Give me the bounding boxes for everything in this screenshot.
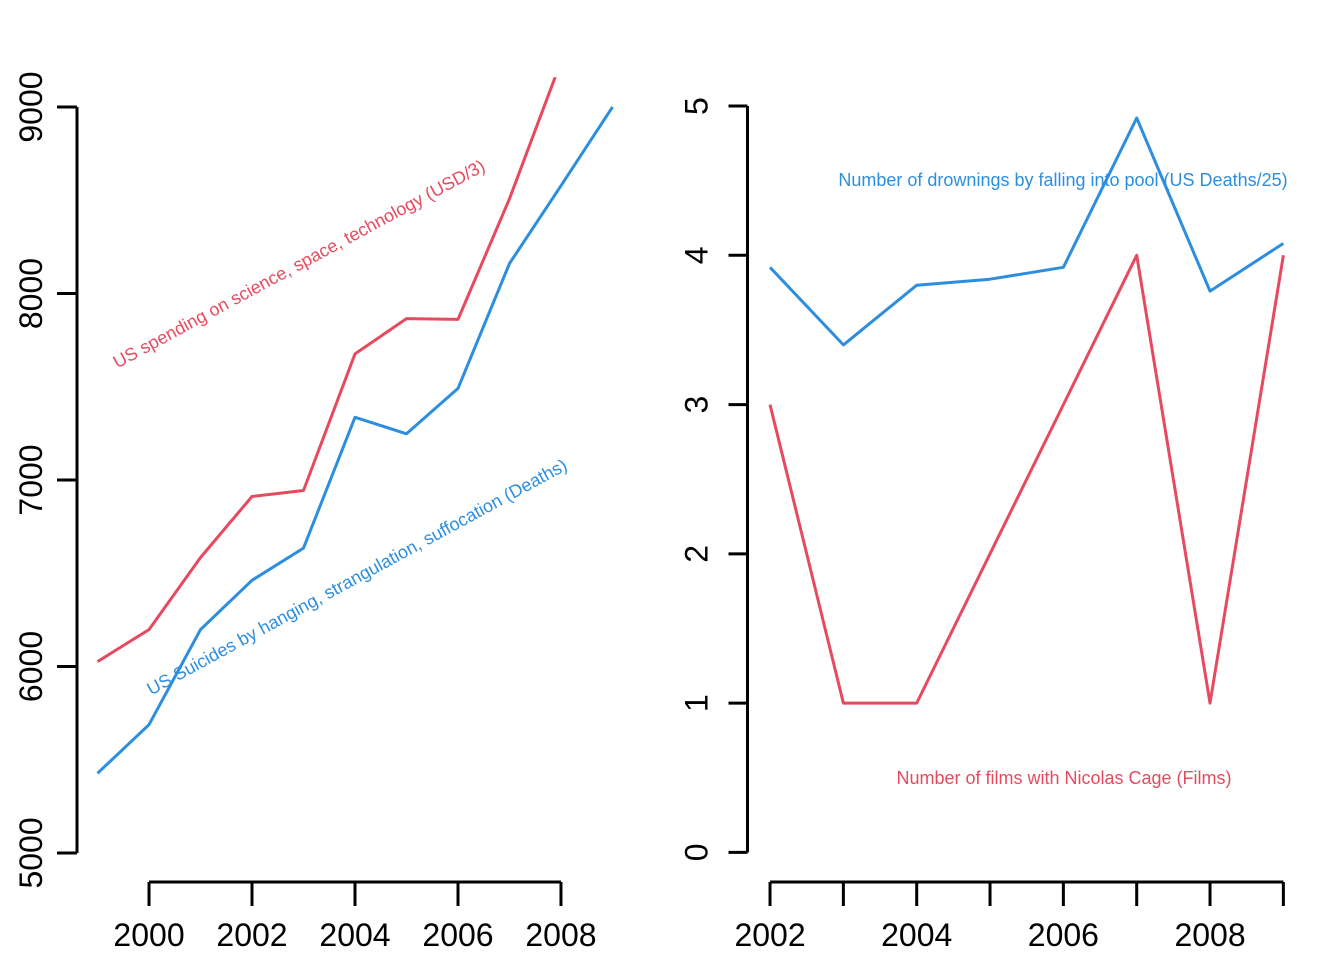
y-tick-label: 1 [679, 694, 715, 712]
x-tick-label: 2002 [734, 917, 805, 953]
chart-1-series-line-1 [768, 253, 1285, 705]
y-tick-label: 5000 [13, 817, 49, 888]
y-tick-label: 3 [679, 396, 715, 414]
y-tick-label: 6000 [13, 631, 49, 702]
y-tick-label: 2 [679, 545, 715, 563]
y-tick-label: 7000 [13, 444, 49, 515]
right-red-series-label: Number of films with Nicolas Cage (Films… [896, 768, 1232, 788]
x-tick-label: 2006 [1028, 917, 1099, 953]
x-tick-label: 2004 [319, 917, 390, 953]
chart-0-series-line-0 [96, 77, 557, 663]
x-tick-label: 2002 [216, 917, 287, 953]
y-tick-label: 9000 [13, 71, 49, 142]
x-tick-label: 2004 [881, 917, 952, 953]
x-tick-label: 2006 [422, 917, 493, 953]
right-blue-series-label: Number of drownings by falling into pool… [838, 170, 1288, 190]
x-tick-label: 2008 [1174, 917, 1245, 953]
y-tick-label: 4 [679, 246, 715, 264]
y-tick-label: 5 [679, 97, 715, 115]
y-tick-label: 0 [679, 843, 715, 861]
y-tick-label: 8000 [13, 258, 49, 329]
chart-1-series-line-0 [768, 116, 1285, 347]
x-tick-label: 2000 [113, 917, 184, 953]
chart-0-series-line-1 [96, 106, 614, 775]
x-tick-label: 2008 [525, 917, 596, 953]
